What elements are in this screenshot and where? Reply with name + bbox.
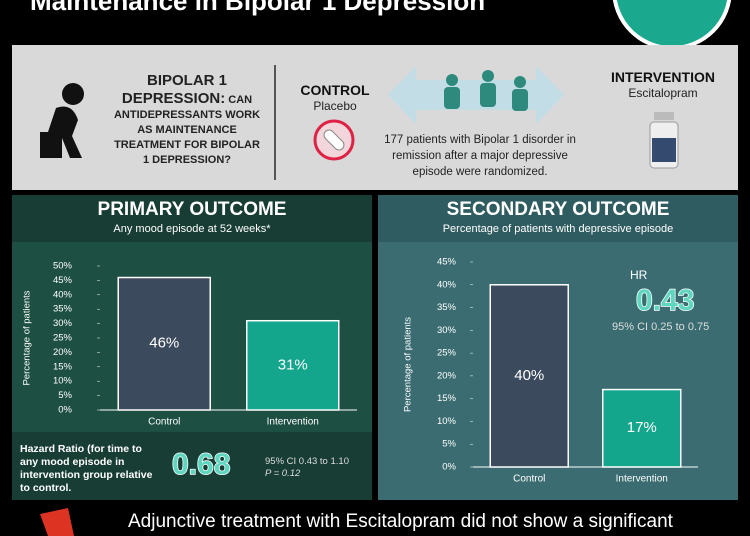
chart-subtitle: Percentage of patients with depressive e… [442,223,674,235]
value-label: 40% [514,367,544,384]
y-tick-label: 0% [58,405,72,416]
bottle-icon [649,112,679,169]
chart-title: PRIMARY OUTCOME [97,199,287,220]
bar [246,319,340,411]
chart-subtitle: Any mood episode at 52 weeks* [113,223,271,235]
divider [274,65,276,180]
hr-text: Hazard Ratio (for time to any mood episo… [20,443,153,494]
y-tick-label: 20% [437,370,457,381]
person-icon [40,83,84,158]
question: BIPOLAR 1 DEPRESSION: CAN ANTIDEPRESSANT… [112,72,262,168]
placebo-icon [313,119,355,161]
y-tick-label: 35% [437,302,457,313]
y-tick-label: 10% [53,376,73,387]
y-tick-label: 15% [53,361,73,372]
y-tick-label: 45% [437,257,457,268]
chart-title: SECONDARY OUTCOME [446,199,670,220]
x-tick-label: Intervention [616,474,668,485]
y-tick-label: 30% [53,318,73,329]
chart: 0% 5% 10% 15% 20% 25% 30% 35% 40% 45% 50% Percentag… [22,261,357,428]
bar [489,284,569,468]
y-tick-label: 40% [53,289,73,300]
value-label: 46% [149,335,179,352]
cup-icon [40,508,74,536]
y-axis-label: Percentage of patients [403,317,414,412]
study-band [12,45,738,190]
arrow-icon [388,66,564,124]
y-tick-label: 20% [53,347,73,358]
y-tick-label: 50% [53,261,73,272]
x-tick-label: Intervention [267,417,319,428]
y-tick-label: 0% [442,462,456,473]
intervention-arm: Escitalopram [628,86,698,100]
y-tick-label: 10% [437,416,457,427]
primary-header [12,195,372,242]
control-label: CONTROL [300,82,370,98]
y-tick-label: 40% [437,279,457,290]
x-tick-label: Control [148,417,180,428]
y-tick-label: 25% [53,333,73,344]
primary-footer [12,432,372,500]
y-tick-label: 5% [58,390,72,401]
value-label: 17% [627,419,657,436]
bar [117,276,211,411]
population: 177 patients with Bipolar 1 disorder in … [384,134,576,178]
y-tick-label: 30% [437,325,457,336]
secondary-header [378,195,738,242]
hr-p: P = 0.12 [265,468,301,479]
y-axis-label: Percentage of patients [22,290,33,385]
x-tick-label: Control [513,474,545,485]
conclusion: Adjunctive treatment with Escitalopram d… [128,511,673,532]
y-tick-label: 25% [437,348,457,359]
hr-value: 0.43 [635,283,695,318]
logo [612,0,732,50]
question-lead: BIPOLAR 1 DEPRESSION: [121,72,227,107]
question-rest: CAN ANTIDEPRESSANTS WORK AS MAINTENANCE … [113,94,261,166]
title: Maintenance in Bipolar 1 Depression [30,0,486,16]
value-label: 31% [278,356,308,373]
hr-label: HR [630,268,648,282]
hr-ci: 95% CI 0.25 to 0.75 [612,321,710,333]
bar [602,388,682,468]
intervention-label: INTERVENTION [611,69,715,85]
y-tick-label: 35% [53,304,73,315]
y-tick-label: 15% [437,393,457,404]
hr-value: 0.68 [171,447,231,482]
y-tick-label: 5% [442,439,456,450]
control-arm: Placebo [313,99,357,113]
y-tick-label: 45% [53,275,73,286]
chart: 0% 5% 10% 15% 20% 25% 30% 35% 40% 45% Percentage o… [403,257,698,485]
hr-ci: 95% CI 0.43 to 1.10 [265,456,349,467]
